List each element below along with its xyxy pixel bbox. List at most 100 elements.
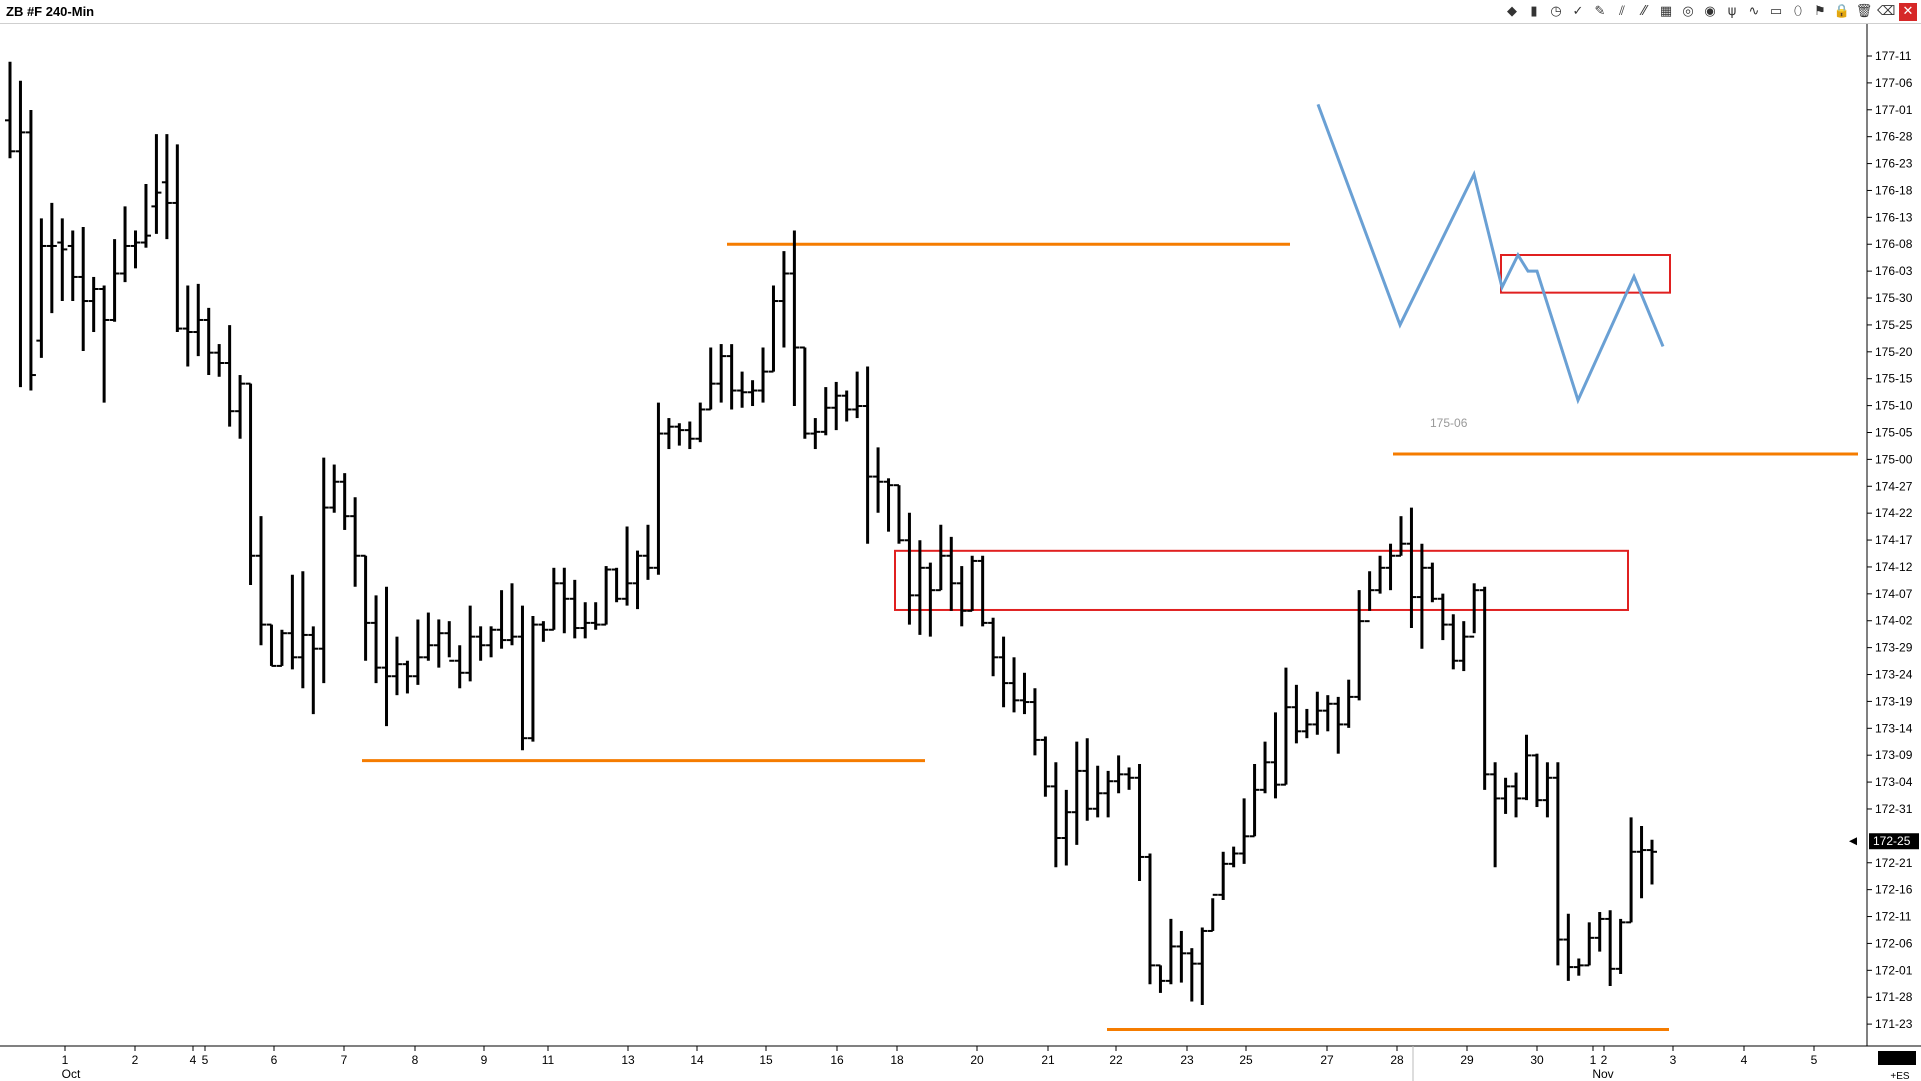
ohlc-bar xyxy=(1207,893,1218,932)
price-tick-label: 174-22 xyxy=(1875,506,1913,520)
ohlc-bar xyxy=(5,61,15,159)
channel-icon[interactable]: ⁄⁄ xyxy=(1641,4,1647,19)
ohlc-bar xyxy=(1364,571,1375,623)
ohlc-bar xyxy=(831,381,842,431)
ohlc-bar xyxy=(967,555,978,612)
price-tick-label: 176-13 xyxy=(1875,210,1913,224)
ohlc-bar xyxy=(1176,930,1187,983)
price-tick-label: 176-23 xyxy=(1875,157,1913,171)
ohlc-bar xyxy=(538,621,549,642)
price-tick-label: 174-12 xyxy=(1875,560,1913,574)
ohlc-bar xyxy=(1573,958,1584,976)
price-tick-label: 173-29 xyxy=(1875,641,1913,655)
zone-rectangle[interactable] xyxy=(894,549,1629,611)
ohlc-bar xyxy=(1186,948,1197,1002)
fan-icon[interactable]: ⫽ xyxy=(1619,4,1625,19)
ohlc-bar xyxy=(527,615,538,742)
ohlc-bar xyxy=(1416,543,1427,649)
ohlc-bar xyxy=(705,347,716,411)
ohlc-bar xyxy=(1322,695,1333,732)
price-tick-label: 175-20 xyxy=(1875,345,1913,359)
last-price-arrow-icon xyxy=(1849,837,1857,846)
ohlc-bar xyxy=(935,524,946,592)
chart-titlebar: ZB #F 240-Min ◆ ▮ ◷ ✓ ✎ ⫽ ⁄⁄ ▦ ◎ ◉ ψ ∿ ▭ ⬯ ⚑ 🔒 🗑 ⌫ ✕ xyxy=(0,0,1921,24)
candle-icon[interactable]: ▮ xyxy=(1530,4,1538,19)
ohlc-bar xyxy=(695,402,706,443)
time-tick-label: 4 xyxy=(190,1053,197,1067)
price-tick-label: 173-19 xyxy=(1875,694,1913,708)
pencil-icon[interactable]: ✎ xyxy=(1594,4,1606,19)
ohlc-bar xyxy=(611,567,622,603)
price-tick-label: 176-28 xyxy=(1875,130,1913,144)
time-tick-label: 7 xyxy=(341,1053,348,1067)
ohlc-bar xyxy=(109,239,120,322)
cycle-icon[interactable]: ◎ xyxy=(1682,4,1694,19)
price-tick-label: 174-07 xyxy=(1875,587,1913,601)
ohlc-bar xyxy=(1458,621,1469,672)
zoom-icon[interactable]: ◉ xyxy=(1704,4,1716,19)
ohlc-bar xyxy=(1437,593,1448,641)
sine-icon[interactable]: ∿ xyxy=(1748,4,1760,19)
rectangle-icon[interactable]: ▭ xyxy=(1769,4,1783,19)
time-tick-label: 20 xyxy=(970,1053,984,1067)
ohlc-bar xyxy=(496,590,507,649)
ohlc-bar xyxy=(1647,839,1657,885)
time-tick-label: 9 xyxy=(481,1053,488,1067)
lock-icon[interactable]: 🔒 xyxy=(1833,4,1851,19)
scroll-handle[interactable] xyxy=(1878,1051,1916,1065)
price-tick-label: 177-11 xyxy=(1875,49,1912,63)
ohlc-bar xyxy=(140,184,151,248)
ohlc-bar xyxy=(1029,688,1040,756)
ohlc-bar xyxy=(1375,555,1386,594)
price-axis[interactable]: 177-11 177-06 177-01 176-28 176-23 176-18 176-… xyxy=(1849,24,1919,1058)
ohlc-bar xyxy=(276,629,287,667)
ohlc-bar xyxy=(590,602,601,630)
price-tick-label: 172-16 xyxy=(1875,883,1913,897)
ohlc-bar xyxy=(193,283,204,357)
zone-rectangle[interactable] xyxy=(1500,254,1671,294)
ohlc-bar xyxy=(1134,764,1145,882)
flag-icon[interactable]: ⚑ xyxy=(1814,4,1826,19)
ohlc-bar xyxy=(350,497,361,587)
ellipse-icon[interactable]: ⬯ xyxy=(1793,4,1803,19)
ohlc-bar xyxy=(1531,753,1542,808)
pitchfork-icon[interactable]: ψ xyxy=(1727,4,1737,19)
clock-icon[interactable]: ◷ xyxy=(1550,4,1562,19)
check-icon[interactable]: ✓ xyxy=(1572,4,1584,19)
price-tick-label: 177-06 xyxy=(1875,76,1913,90)
ohlc-bar xyxy=(1500,777,1511,814)
price-chart[interactable]: 175-06 177-11177-06177-01176-28176-23176… xyxy=(0,24,1921,1081)
ohlc-bar xyxy=(1228,846,1239,868)
format-icon[interactable]: ◆ xyxy=(1507,4,1517,19)
grid-icon[interactable]: ▦ xyxy=(1659,4,1673,19)
ohlc-bar xyxy=(1490,762,1501,868)
ohlc-bar xyxy=(454,645,465,689)
ohlc-bar xyxy=(716,344,727,403)
ohlc-bar xyxy=(1165,918,1176,985)
ohlc-bar xyxy=(569,579,580,639)
price-tick-label: 174-17 xyxy=(1875,533,1913,547)
ohlc-bar xyxy=(747,380,758,407)
price-tick-label: 172-01 xyxy=(1875,963,1913,977)
ohlc-bar xyxy=(1406,507,1417,629)
ohlc-bar xyxy=(1197,927,1208,1005)
time-tick-label: 14 xyxy=(690,1053,704,1067)
price-tick-label: 175-05 xyxy=(1875,425,1913,439)
ohlc-bar xyxy=(172,144,183,333)
ohlc-bar xyxy=(1552,762,1563,966)
time-tick-label: 6 xyxy=(271,1053,278,1067)
delete-all-icon[interactable]: ⌫ xyxy=(1877,4,1896,19)
ohlc-bar xyxy=(266,623,277,667)
trash-icon[interactable]: 🗑 xyxy=(1855,4,1873,19)
time-axis[interactable]: 1 2 4 5 6 7 8 9 11 13 14 15 16 18 20 21 22 23 25 27 28 29 30 1 2… xyxy=(0,1045,1921,1081)
time-tick-label: 1 xyxy=(1590,1053,1597,1067)
price-tick-label: 174-02 xyxy=(1875,614,1913,628)
ohlc-bar xyxy=(99,285,110,403)
ohlc-bar xyxy=(78,227,89,351)
time-tick-label: 2 xyxy=(132,1053,139,1067)
close-icon[interactable]: ✕ xyxy=(1899,3,1917,21)
price-tick-label: 175-10 xyxy=(1875,399,1913,413)
projection-path[interactable] xyxy=(1316,103,1665,405)
ohlc-bar xyxy=(1626,817,1637,924)
